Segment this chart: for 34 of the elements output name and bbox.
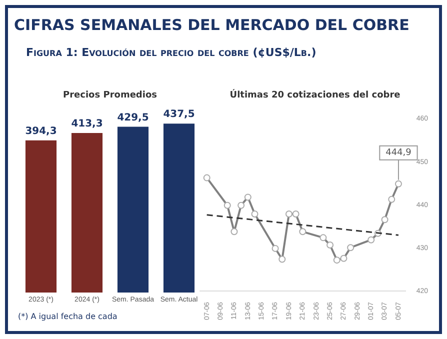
point: [326, 242, 334, 249]
data-label: 444,9: [386, 148, 412, 158]
data-label: 394,3: [25, 126, 57, 137]
point: [394, 180, 402, 188]
point: [230, 228, 238, 236]
point: [285, 210, 292, 218]
text: (*) A igual fecha de cada: [18, 312, 118, 322]
point: [203, 174, 210, 182]
point: [347, 244, 354, 252]
point: [381, 216, 388, 224]
chart-title: Últimas 20 cotizaciones del cobre: [230, 88, 400, 101]
point: [368, 236, 375, 244]
data-label: 429,5: [117, 112, 149, 124]
point: [340, 254, 348, 262]
point: [244, 194, 252, 201]
point: [238, 202, 245, 209]
point: [224, 202, 231, 209]
point: [292, 210, 300, 218]
point: [333, 256, 340, 264]
bar: [163, 124, 195, 293]
data-label: 437,5: [163, 109, 195, 120]
data-label: 413,3: [71, 118, 103, 130]
point: [299, 228, 306, 236]
bar: [25, 140, 57, 293]
bar: [71, 132, 103, 293]
point: [251, 210, 258, 218]
point: [278, 256, 286, 263]
point: [320, 234, 327, 242]
point: [272, 244, 279, 252]
chart-title: Precios Promedios: [63, 90, 157, 101]
text: Figura 1: Evolución del precio del cobre (¢US$/Lb.): [26, 46, 316, 59]
text: CIFRAS SEMANALES DEL MERCADO DEL COBRE: [14, 16, 410, 34]
point: [388, 196, 396, 203]
bar: [117, 126, 149, 293]
